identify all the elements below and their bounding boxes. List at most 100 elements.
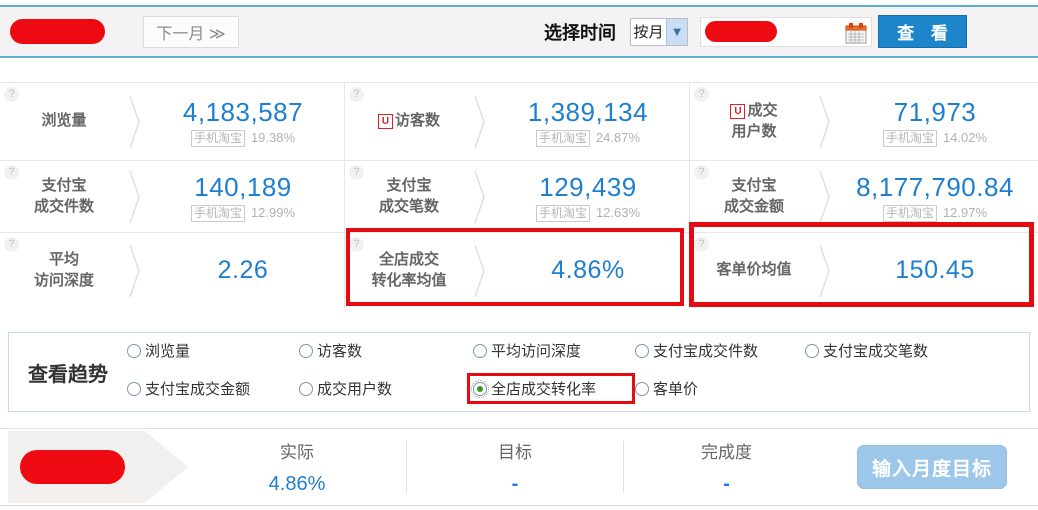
trend-title: 查看趋势 [28,363,108,386]
trend-radio-visitors[interactable]: 访客数 [299,340,473,361]
metric-label: U 成交 用户数 [730,102,778,140]
metric-label: 平均 访问深度 [33,251,94,289]
view-button[interactable]: 查 看 [878,15,967,48]
help-icon[interactable]: ? [694,165,709,180]
metric-cell-avg-depth: ? 平均 访问深度 2.26 [0,233,345,308]
metrics-grid: ? 浏览量 4,183,587 手机淘宝 19.38% ? U 访客数 1,389,… [0,82,1038,308]
goal-header: 实际 [280,443,314,462]
goal-col-target: 目标 - [407,438,623,496]
trend-radio-avg-depth[interactable]: 平均访问深度 [473,340,635,361]
metric-value: 129,439 [539,171,637,202]
redacted-title [10,19,105,44]
radio-icon[interactable] [635,343,649,358]
goal-col-actual: 实际 4.86% [188,438,406,496]
goal-value: - [723,473,730,495]
next-month-button[interactable]: 下一月 ≫ [143,15,239,48]
radio-checked-icon[interactable] [471,379,489,398]
help-icon[interactable]: ? [694,87,709,102]
help-icon[interactable]: ? [694,237,709,252]
metric-cell-items-sold: ? 支付宝 成交件数 140,189 手机淘宝 12.99% [0,161,345,233]
trend-radio-buyers[interactable]: 成交用户数 [299,378,473,399]
radio-icon[interactable] [805,343,819,358]
uv-icon: U [377,114,393,130]
metric-label: 全店成交 转化率均值 [371,251,447,289]
help-icon[interactable]: ? [4,237,19,252]
calendar-icon[interactable] [843,21,869,45]
metric-value: 4,183,587 [182,96,304,127]
view-button-label: 查 看 [897,24,954,43]
metric-cell-avg-order-value: ? 客单价均值 150.45 [690,233,1038,308]
mobile-taobao-tag: 手机淘宝 [190,129,245,147]
chevron-down-icon: ▼ [666,18,687,45]
metric-label: 浏览量 [41,112,87,130]
metric-label: 支付宝 成交金额 [723,177,784,215]
radio-icon[interactable] [473,343,487,358]
metric-value: 150.45 [895,256,975,284]
help-icon[interactable]: ? [349,237,364,252]
divider-chevron [129,95,140,148]
trend-radio-orders[interactable]: 支付宝成交笔数 [805,340,1029,361]
metric-label: 支付宝 成交笔数 [378,177,439,215]
metric-share: 12.99% [250,204,296,220]
metric-share: 24.87% [595,129,641,145]
divider-chevron [819,244,830,297]
goal-value: - [511,473,519,495]
metric-value: 1,389,134 [527,96,649,127]
metric-value: 71,973 [893,96,977,127]
goal-bar: 实际 4.86% 目标 - 完成度 - 输入月度目标 [0,428,1038,506]
mobile-taobao-tag: 手机淘宝 [535,204,590,222]
metric-cell-gmv: ? 支付宝 成交金额 8,177,790.84 手机淘宝 12.97% [690,161,1038,233]
goal-divider [406,441,407,493]
trend-radio-gmv[interactable]: 支付宝成交金额 [127,378,299,399]
metric-share: 12.97% [942,204,988,220]
metric-share: 19.38% [250,129,296,145]
radio-icon[interactable] [299,343,313,358]
divider-chevron [474,170,485,223]
mobile-taobao-tag: 手机淘宝 [535,129,590,147]
goal-header: 完成度 [701,443,752,462]
radio-icon[interactable] [635,381,649,396]
metric-value: 140,189 [194,171,292,202]
date-range-input[interactable] [700,16,872,47]
trend-radio-items-sold[interactable]: 支付宝成交件数 [635,340,805,361]
radio-icon[interactable] [127,343,141,358]
redacted-goal-metric [20,450,125,484]
help-icon[interactable]: ? [4,87,19,102]
mobile-taobao-tag: 手机淘宝 [882,204,937,222]
trend-panel: 查看趋势 浏览量 访客数 平均访问深度 支付宝成交件数 支付宝成交笔数 支付宝成… [8,332,1030,412]
metric-label: U 访客数 [345,111,473,131]
period-select[interactable]: 按月 ▼ [630,17,688,46]
metric-cell-orders: ? 支付宝 成交笔数 129,439 手机淘宝 12.63% [345,161,690,233]
metric-value: 8,177,790.84 [856,171,1014,202]
goal-col-completion: 完成度 - [624,438,829,496]
divider-chevron [819,170,830,223]
divider-chevron [474,244,485,297]
metric-label: 客单价均值 [716,261,792,279]
divider-chevron [129,170,140,223]
trend-options: 浏览量 访客数 平均访问深度 支付宝成交件数 支付宝成交笔数 支付宝成交金额 成… [127,340,1029,404]
goal-divider [623,441,624,493]
redacted-date-value [705,21,777,42]
trend-radio-aov[interactable]: 客单价 [635,378,805,399]
goal-header: 目标 [498,443,532,462]
help-icon[interactable]: ? [349,87,364,102]
metric-share: 12.63% [595,204,641,220]
help-icon[interactable]: ? [4,165,19,180]
radio-icon[interactable] [299,381,313,396]
divider-chevron [474,95,485,148]
mobile-taobao-tag: 手机淘宝 [882,129,937,147]
trend-radio-pageviews[interactable]: 浏览量 [127,340,299,361]
toolbar: 下一月 ≫ 选择时间 按月 ▼ 查 看 [0,5,1038,58]
trend-radio-conversion-selected[interactable]: 全店成交转化率 [467,373,635,404]
mobile-taobao-tag: 手机淘宝 [190,204,245,222]
metric-value: 4.86% [551,256,625,284]
goal-arrow-tag [8,431,188,503]
enter-monthly-goal-label: 输入月度目标 [871,458,992,480]
metric-cell-pageviews: ? 浏览量 4,183,587 手机淘宝 19.38% [0,83,345,161]
enter-monthly-goal-button[interactable]: 输入月度目标 [857,445,1007,489]
help-icon[interactable]: ? [349,165,364,180]
metric-value: 2.26 [217,256,269,284]
metric-cell-conversion-rate: ? 全店成交 转化率均值 4.86% [345,233,690,308]
divider-chevron [819,95,830,148]
radio-icon[interactable] [127,381,141,396]
